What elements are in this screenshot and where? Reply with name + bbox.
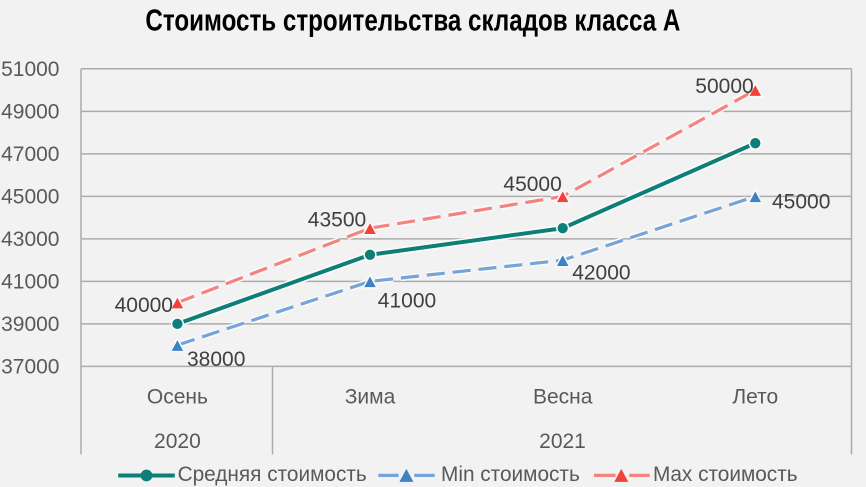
svg-text:Средняя стоимость: Средняя стоимость [178,463,367,486]
svg-text:Весна: Весна [533,386,593,409]
svg-text:45000: 45000 [503,173,561,196]
svg-text:51000: 51000 [1,58,59,81]
svg-text:2021: 2021 [539,430,586,453]
svg-text:39000: 39000 [1,313,59,336]
svg-text:42000: 42000 [572,261,630,284]
svg-text:Лето: Лето [732,386,778,409]
svg-text:38000: 38000 [187,348,245,371]
svg-text:43500: 43500 [308,209,366,232]
svg-text:40000: 40000 [115,294,173,317]
svg-text:Max стоимость: Max стоимость [653,463,798,486]
svg-text:41000: 41000 [378,290,436,313]
svg-text:37000: 37000 [1,356,59,379]
svg-text:Осень: Осень [147,386,208,409]
svg-text:Min стоимость: Min стоимость [441,463,580,486]
svg-text:Стоимость строительства складо: Стоимость строительства складов класса А [145,3,680,38]
svg-text:45000: 45000 [1,186,59,209]
svg-text:47000: 47000 [1,143,59,166]
svg-text:45000: 45000 [772,191,830,214]
svg-text:41000: 41000 [1,271,59,294]
svg-text:50000: 50000 [695,75,753,98]
svg-text:2020: 2020 [154,430,201,453]
svg-text:Зима: Зима [345,386,396,409]
svg-text:43000: 43000 [1,228,59,251]
svg-text:49000: 49000 [1,101,59,124]
